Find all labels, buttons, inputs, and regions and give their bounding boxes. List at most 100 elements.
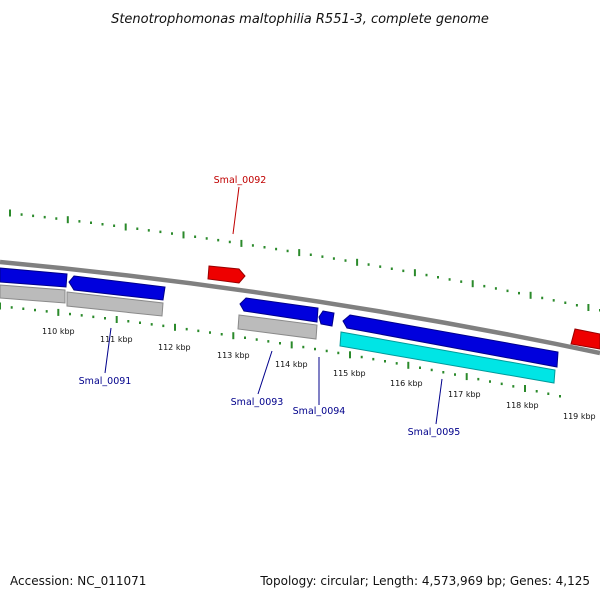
ruler-major-tick bbox=[290, 341, 293, 349]
ruler-minor-tick bbox=[34, 308, 36, 312]
gene-arrow-smal-0095[interactable] bbox=[342, 314, 559, 368]
gene-label-smal-0091[interactable]: Smal_0091 bbox=[79, 376, 132, 387]
ruler-major-tick bbox=[174, 323, 176, 331]
ruler-major-tick bbox=[124, 223, 127, 231]
ruler-minor-tick bbox=[20, 213, 23, 216]
ruler-minor-tick bbox=[460, 280, 463, 283]
ruler-minor-tick bbox=[454, 373, 456, 376]
ruler-minor-tick bbox=[575, 304, 578, 307]
ruler-minor-tick bbox=[32, 214, 35, 218]
ruler-minor-tick bbox=[344, 259, 347, 262]
outer-ruler bbox=[9, 209, 600, 312]
cds-box-0090[interactable] bbox=[0, 284, 66, 304]
ruler-minor-tick bbox=[395, 362, 398, 365]
accession-text: Accession: NC_011071 bbox=[10, 574, 147, 588]
ruler-minor-tick bbox=[162, 324, 165, 328]
ruler-minor-tick bbox=[518, 291, 520, 295]
ruler-label: 118 kbp bbox=[506, 401, 539, 410]
ruler-minor-tick bbox=[390, 267, 393, 270]
ruler-minor-tick bbox=[104, 317, 106, 320]
ruler-minor-tick bbox=[372, 357, 375, 361]
ruler-label: 113 kbp bbox=[217, 351, 250, 360]
ruler-major-tick bbox=[9, 209, 11, 217]
ruler-minor-tick bbox=[419, 366, 421, 369]
inner-ruler bbox=[0, 302, 561, 398]
ruler-major-tick bbox=[115, 316, 118, 323]
ruler-minor-tick bbox=[171, 232, 173, 235]
ruler-minor-tick bbox=[314, 347, 316, 351]
ruler-minor-tick bbox=[367, 263, 370, 266]
gene-label-smal-0094[interactable]: Smal_0094 bbox=[293, 406, 346, 417]
ruler-minor-tick bbox=[402, 269, 405, 273]
ruler-minor-tick bbox=[309, 253, 312, 256]
ruler-major-tick bbox=[298, 249, 301, 257]
ruler-minor-tick bbox=[80, 314, 83, 317]
ruler-major-tick bbox=[232, 332, 235, 340]
ruler-minor-tick bbox=[78, 220, 81, 223]
ruler-minor-tick bbox=[506, 289, 509, 293]
ruler-minor-tick bbox=[437, 276, 439, 279]
ruler-minor-tick bbox=[384, 360, 386, 363]
ruler-minor-tick bbox=[512, 385, 515, 388]
ruler-minor-tick bbox=[209, 331, 211, 334]
ruler-minor-tick bbox=[185, 327, 188, 331]
cds-box-0091[interactable] bbox=[66, 291, 164, 317]
ruler-minor-tick bbox=[442, 371, 445, 374]
ruler-minor-tick bbox=[275, 247, 278, 251]
ruler-minor-tick bbox=[559, 395, 561, 398]
gene-arrow-smal-0093[interactable] bbox=[239, 297, 319, 323]
gene-label-smal-0093[interactable]: Smal_0093 bbox=[231, 397, 284, 408]
ruler-major-tick bbox=[465, 373, 468, 381]
gene-label-smal-0095[interactable]: Smal_0095 bbox=[408, 427, 461, 438]
ruler-minor-tick bbox=[194, 235, 197, 238]
gene-label-smal-0092[interactable]: Smal_0092 bbox=[214, 175, 267, 186]
ruler-major-tick bbox=[356, 258, 359, 266]
ruler-minor-tick bbox=[547, 392, 550, 395]
ruler-major-tick bbox=[529, 291, 532, 299]
ruler-minor-tick bbox=[228, 240, 231, 244]
ruler-label: 111 kbp bbox=[100, 335, 133, 344]
ruler-minor-tick bbox=[43, 215, 46, 219]
ruler-label: 110 kbp bbox=[42, 327, 75, 336]
ruler-major-tick bbox=[66, 216, 69, 224]
ruler-minor-tick bbox=[286, 249, 289, 253]
ruler-minor-tick bbox=[92, 315, 95, 319]
ruler-minor-tick bbox=[197, 329, 200, 333]
ruler-minor-tick bbox=[220, 333, 223, 336]
ruler-label: 117 kbp bbox=[448, 390, 481, 399]
ruler-major-tick bbox=[407, 361, 410, 369]
rna-feature-right[interactable] bbox=[570, 328, 600, 350]
ruler-label: 112 kbp bbox=[158, 343, 191, 352]
ruler-minor-tick bbox=[205, 237, 208, 240]
gene-arrow-smal-0090[interactable] bbox=[0, 267, 68, 288]
ruler-major-tick bbox=[349, 351, 351, 359]
ruler-minor-tick bbox=[552, 299, 555, 302]
ruler-minor-tick bbox=[22, 307, 25, 310]
ruler-minor-tick bbox=[325, 349, 328, 353]
ruler-minor-tick bbox=[150, 323, 153, 326]
ruler-minor-tick bbox=[425, 273, 428, 277]
gene-arrow-smal-0094[interactable] bbox=[318, 310, 335, 327]
leader-line-smal-0093 bbox=[257, 350, 273, 395]
ruler-label: 114 kbp bbox=[275, 360, 308, 369]
ruler-major-tick bbox=[524, 385, 526, 392]
ruler-minor-tick bbox=[302, 345, 305, 349]
ruler-minor-tick bbox=[55, 217, 58, 220]
ruler-minor-tick bbox=[535, 390, 538, 393]
genome-summary-text: Topology: circular; Length: 4,573,969 bp… bbox=[260, 574, 590, 588]
genome-backbone bbox=[0, 259, 600, 356]
gene-arrow-smal-0091[interactable] bbox=[68, 275, 166, 301]
feature-box-0095[interactable] bbox=[339, 331, 556, 384]
ruler-label: 116 kbp bbox=[390, 379, 423, 388]
leader-line-smal-0091 bbox=[104, 327, 112, 374]
cds-box-0093[interactable] bbox=[237, 314, 318, 340]
ruler-minor-tick bbox=[90, 221, 92, 224]
ruler-minor-tick bbox=[267, 340, 270, 343]
ruler-minor-tick bbox=[101, 223, 104, 226]
ruler-minor-tick bbox=[113, 224, 116, 227]
ruler-minor-tick bbox=[255, 338, 258, 341]
rna-feature-smal-0092[interactable] bbox=[207, 265, 246, 284]
ruler-minor-tick bbox=[159, 230, 162, 234]
ruler-labels: 110 kbp 111 kbp 112 kbp 113 kbp 114 kbp … bbox=[42, 327, 596, 421]
